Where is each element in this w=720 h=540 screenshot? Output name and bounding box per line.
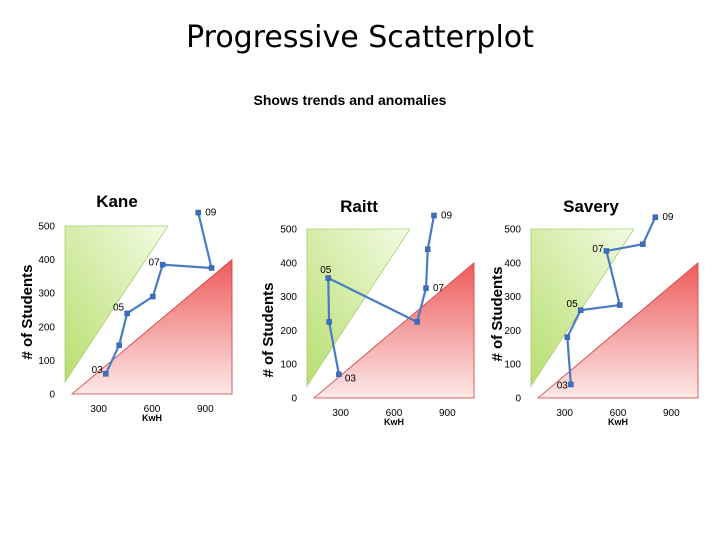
point-label: 07: [149, 258, 161, 269]
data-point: [103, 371, 109, 377]
point-label: 07: [433, 283, 445, 294]
data-point: [116, 342, 122, 349]
x-tick-label: 600: [610, 408, 627, 419]
y-tick-label: 200: [504, 326, 521, 337]
x-axis-label: KwH: [142, 413, 162, 423]
data-point: [150, 293, 156, 300]
data-point: [652, 214, 659, 220]
x-tick-label: 900: [439, 408, 456, 419]
x-tick-label: 900: [663, 408, 680, 419]
x-axis-label: KwH: [608, 417, 628, 427]
data-point: [425, 246, 431, 253]
page-subtitle: Shows trends and anomalies: [253, 92, 447, 108]
upper-left-green-triangle: [64, 225, 169, 384]
y-tick-label: 500: [504, 225, 521, 236]
chart-title: Savery: [563, 197, 619, 216]
lower-right-red-triangle: [536, 261, 699, 399]
chart-savery: Savery # of Students 0 100 200 300 400 500 300 60…: [489, 197, 699, 427]
data-point: [336, 371, 342, 378]
data-point: [208, 265, 215, 271]
x-tick-label: 300: [332, 408, 349, 419]
y-tick-label: 0: [291, 394, 297, 405]
point-label: 05: [113, 302, 125, 313]
x-tick-label: 600: [386, 408, 403, 419]
lower-right-red-triangle: [312, 261, 475, 399]
y-tick-label: 200: [38, 322, 55, 333]
y-axis-label: # of Students: [489, 266, 506, 361]
y-tick-label: 100: [280, 360, 297, 371]
y-tick-label: 400: [280, 258, 297, 269]
y-tick-label: 300: [280, 292, 297, 303]
y-tick-label: 100: [504, 360, 521, 371]
data-point: [617, 302, 623, 308]
point-label: 09: [662, 212, 674, 223]
y-tick-label: 0: [515, 394, 521, 405]
data-point: [603, 248, 610, 254]
chart-raitt: Raitt # of Students 0 100 200 300 400 500 300 600…: [260, 197, 475, 427]
point-label: 03: [345, 373, 357, 384]
x-axis-label: KwH: [384, 417, 404, 427]
y-tick-label: 500: [38, 222, 55, 233]
data-point: [326, 319, 332, 325]
data-point: [640, 241, 646, 247]
chart-title: Raitt: [340, 197, 378, 216]
data-point: [325, 275, 331, 281]
data-point: [423, 285, 429, 291]
y-tick-label: 100: [38, 356, 55, 367]
point-label: 05: [320, 265, 332, 276]
y-tick-label: 300: [38, 289, 55, 300]
data-point: [195, 209, 201, 216]
x-tick-label: 300: [556, 408, 573, 419]
page-title: Progressive Scatterplot: [186, 20, 534, 55]
point-label: 07: [592, 244, 604, 255]
point-label: 05: [567, 299, 579, 310]
y-tick-label: 400: [504, 258, 521, 269]
x-tick-label: 900: [197, 404, 214, 415]
point-label: 09: [205, 208, 217, 219]
data-point: [577, 307, 584, 313]
y-tick-label: 0: [49, 390, 55, 401]
y-tick-label: 400: [38, 255, 55, 266]
point-label: 09: [441, 210, 453, 221]
data-point: [568, 381, 574, 388]
y-axis-label: # of Students: [19, 264, 36, 359]
data-point: [124, 310, 130, 317]
y-tick-label: 200: [280, 326, 297, 337]
point-label: 03: [92, 365, 104, 376]
x-tick-label: 300: [90, 404, 107, 415]
chart-kane: Kane # of Students 0 100 200 300 400 500 300 600 9…: [19, 192, 233, 423]
data-point: [414, 319, 420, 325]
point-label: 03: [557, 380, 569, 391]
chart-title: Kane: [96, 192, 138, 211]
data-point: [564, 334, 571, 340]
y-tick-label: 500: [280, 225, 297, 236]
lower-right-red-triangle: [70, 258, 233, 395]
data-point: [159, 261, 166, 268]
y-tick-label: 300: [504, 292, 521, 303]
x-tick-label: 600: [144, 404, 161, 415]
data-point: [431, 212, 437, 219]
y-axis-label: # of Students: [260, 282, 277, 377]
